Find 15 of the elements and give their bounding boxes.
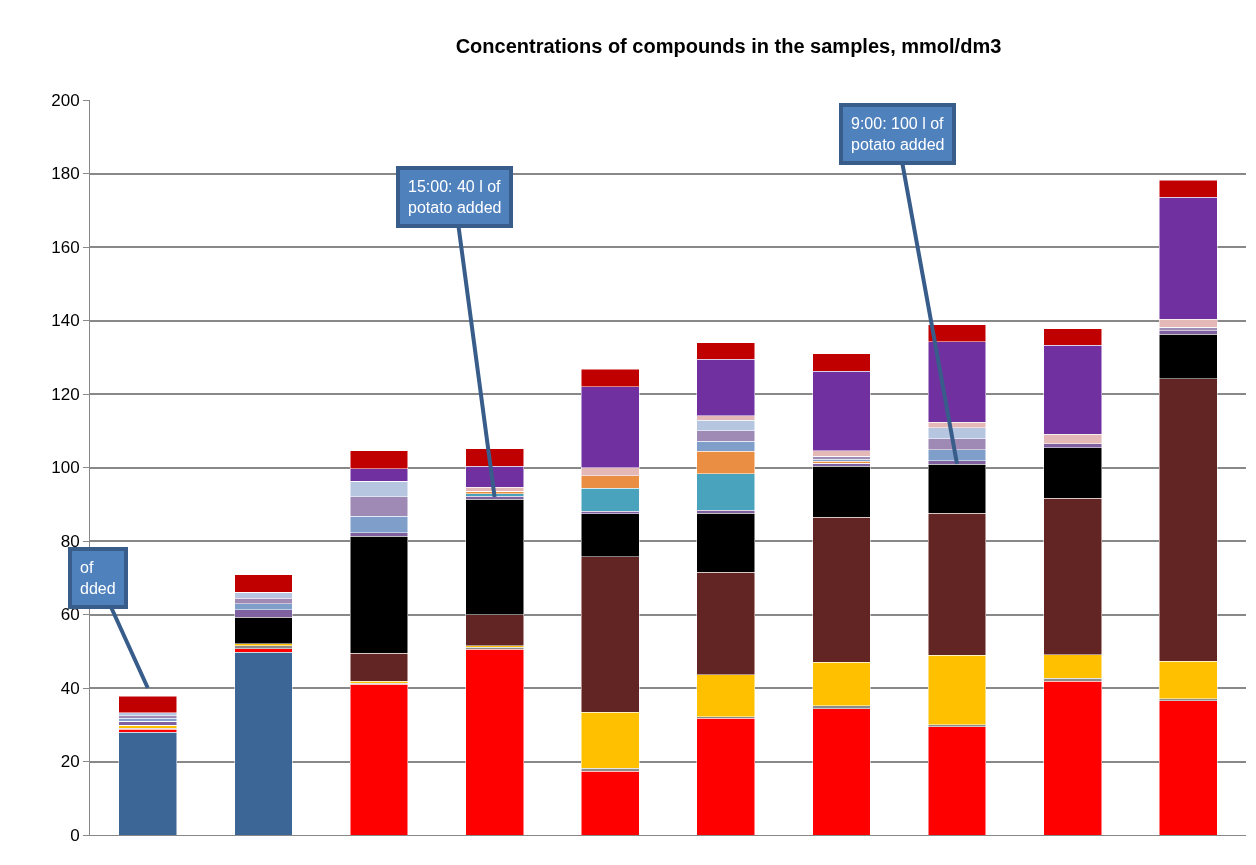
chart-title: Concentrations of compounds in the samples, mmol/dm3 (455, 34, 1002, 57)
y-tick-label: 60 (60, 605, 80, 625)
y-tick-label: 40 (60, 678, 80, 698)
y-tick-label: 80 (60, 531, 80, 551)
y-tick-label: 0 (70, 825, 80, 845)
annotation: 15:00: 40 l of potato added (408, 178, 502, 216)
y-tick-label: 20 (60, 752, 80, 772)
y-tick-label: 140 (51, 311, 80, 331)
annotation: 9:00: 100 l of potato added (851, 115, 945, 153)
y-tick-label: 180 (51, 164, 80, 184)
y-tick-label: 200 (51, 90, 80, 110)
y-tick-label: 100 (51, 458, 80, 478)
annotation: of dded (80, 559, 116, 597)
y-tick-label: 160 (51, 237, 80, 257)
y-tick-label: 120 (51, 384, 80, 404)
